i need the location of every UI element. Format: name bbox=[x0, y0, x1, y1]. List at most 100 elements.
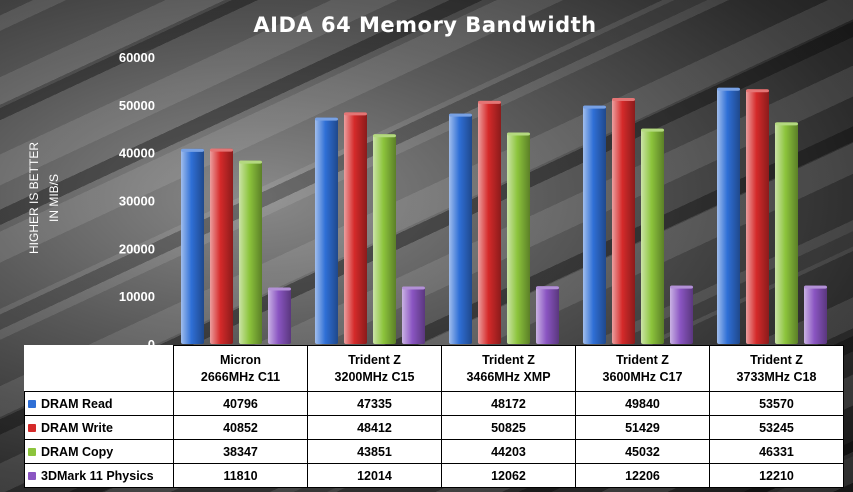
bar-cap bbox=[449, 113, 472, 117]
bar-cap bbox=[478, 100, 501, 104]
category-name: Trident Z bbox=[348, 352, 401, 367]
legend-dram-copy: DRAM Copy bbox=[24, 439, 174, 464]
bar-3dmark-11-physics-2 bbox=[536, 286, 559, 344]
category-header: Trident Z 3200MHz C15 bbox=[307, 345, 442, 392]
table-row-dram-copy: DRAM Copy 38347 43851 44203 45032 46331 bbox=[24, 439, 844, 464]
y-tick-label: 50000 bbox=[119, 98, 155, 113]
bar-dram-copy-1 bbox=[373, 134, 396, 344]
y-axis-ticks: 0 10000 20000 30000 40000 50000 60000 bbox=[119, 50, 155, 345]
category-name: Micron bbox=[220, 352, 261, 367]
bar-dram-copy-4 bbox=[775, 122, 798, 344]
value-cell: 46331 bbox=[709, 439, 844, 464]
bar-cap bbox=[775, 122, 798, 126]
chart-title: AIDA 64 Memory Bandwidth bbox=[253, 13, 596, 37]
category-name: Trident Z bbox=[616, 352, 669, 367]
table-header-row: Micron 2666MHz C11 Trident Z 3200MHz C15 T… bbox=[25, 345, 844, 392]
y-axis-label-line1: HIGHER IS BETTER bbox=[27, 142, 41, 254]
bar-dram-write-1 bbox=[344, 112, 367, 345]
series-name: DRAM Write bbox=[41, 420, 113, 435]
legend-3dmark-physics: 3DMark 11 Physics bbox=[24, 463, 174, 488]
value-cell: 53570 bbox=[709, 391, 844, 416]
legend-key-icon bbox=[28, 423, 36, 432]
value-cell: 12062 bbox=[441, 463, 576, 488]
category-spec: 3733MHz C18 bbox=[736, 369, 817, 384]
bar-cap bbox=[670, 285, 693, 289]
value-cell: 50825 bbox=[441, 415, 576, 440]
y-axis-label: HIGHER IS BETTER IN MIB/S bbox=[27, 142, 61, 254]
value-cell: 49840 bbox=[575, 391, 710, 416]
value-cell: 48172 bbox=[441, 391, 576, 416]
y-tick-label: 30000 bbox=[119, 194, 155, 209]
bar-3dmark-11-physics-0 bbox=[268, 287, 291, 344]
bar-dram-copy-3 bbox=[641, 128, 664, 344]
legend-dram-read: DRAM Read bbox=[24, 391, 174, 416]
category-header: Trident Z 3466MHz XMP bbox=[441, 345, 576, 392]
bar-chart: AIDA 64 Memory Bandwidth HIGHER IS BETTE… bbox=[27, 13, 827, 345]
bar-dram-copy-0 bbox=[239, 160, 262, 344]
legend-key-icon bbox=[28, 447, 36, 456]
value-cell: 44203 bbox=[441, 439, 576, 464]
bar-cap bbox=[315, 117, 338, 121]
bar-3dmark-11-physics-1 bbox=[402, 286, 425, 344]
bar-cap bbox=[804, 285, 827, 289]
category-spec: 2666MHz C11 bbox=[200, 369, 281, 384]
value-cell: 48412 bbox=[307, 415, 442, 440]
legend-key-icon bbox=[28, 471, 36, 480]
value-cell: 45032 bbox=[575, 439, 710, 464]
y-tick-label: 0 bbox=[148, 337, 155, 345]
value-cell: 43851 bbox=[307, 439, 442, 464]
bar-dram-write-4 bbox=[746, 89, 769, 344]
table-row-3dmark-physics: 3DMark 11 Physics 11810 12014 12062 1220… bbox=[24, 463, 844, 488]
bar-cap bbox=[717, 87, 740, 91]
bar-cap bbox=[641, 128, 664, 132]
legend-key-icon bbox=[28, 399, 36, 408]
series-name: DRAM Read bbox=[41, 396, 113, 411]
category-header: Micron 2666MHz C11 bbox=[173, 345, 308, 392]
category-spec: 3600MHz C17 bbox=[602, 369, 683, 384]
bar-dram-write-3 bbox=[612, 97, 635, 344]
bar-cap bbox=[507, 132, 530, 136]
bar-dram-write-2 bbox=[478, 100, 501, 344]
table-row-dram-read: DRAM Read 40796 47335 48172 49840 53570 bbox=[24, 391, 844, 416]
bar-cap bbox=[583, 105, 606, 109]
bar-cap bbox=[210, 148, 233, 152]
category-spec: 3200MHz C15 bbox=[334, 369, 415, 384]
value-cell: 12206 bbox=[575, 463, 710, 488]
bar-3dmark-11-physics-3 bbox=[670, 285, 693, 344]
series-name: DRAM Copy bbox=[41, 444, 114, 459]
value-cell: 12014 bbox=[307, 463, 442, 488]
y-axis-label-line2: IN MIB/S bbox=[47, 174, 61, 222]
bar-cap bbox=[181, 148, 204, 152]
bar-dram-read-4 bbox=[717, 87, 740, 344]
category-name: Trident Z bbox=[750, 352, 803, 367]
value-cell: 40796 bbox=[173, 391, 308, 416]
value-cell: 38347 bbox=[173, 439, 308, 464]
bar-dram-copy-2 bbox=[507, 132, 530, 344]
category-spec: 3466MHz XMP bbox=[466, 369, 551, 384]
category-header: Trident Z 3600MHz C17 bbox=[575, 345, 710, 392]
bar-dram-read-3 bbox=[583, 105, 606, 344]
table-corner bbox=[25, 346, 174, 392]
value-cell: 51429 bbox=[575, 415, 710, 440]
bar-cap bbox=[239, 160, 262, 164]
bar-cap bbox=[402, 286, 425, 290]
y-tick-label: 40000 bbox=[119, 146, 155, 161]
legend-dram-write: DRAM Write bbox=[24, 415, 174, 440]
value-cell: 53245 bbox=[709, 415, 844, 440]
y-tick-label: 60000 bbox=[119, 50, 155, 65]
table-row-dram-write: DRAM Write 40852 48412 50825 51429 53245 bbox=[24, 415, 844, 440]
category-header: Trident Z 3733MHz C18 bbox=[709, 345, 844, 392]
bar-3dmark-11-physics-4 bbox=[804, 285, 827, 344]
bar-cap bbox=[373, 134, 396, 138]
category-name: Trident Z bbox=[482, 352, 535, 367]
y-tick-label: 20000 bbox=[119, 241, 155, 256]
value-cell: 12210 bbox=[709, 463, 844, 488]
bar-dram-read-0 bbox=[181, 148, 204, 344]
value-cell: 47335 bbox=[307, 391, 442, 416]
bar-cap bbox=[746, 89, 769, 93]
bar-cap bbox=[344, 112, 367, 116]
bar-cap bbox=[268, 287, 291, 291]
value-cell: 11810 bbox=[173, 463, 308, 488]
bar-cap bbox=[612, 97, 635, 101]
bar-dram-read-2 bbox=[449, 113, 472, 344]
